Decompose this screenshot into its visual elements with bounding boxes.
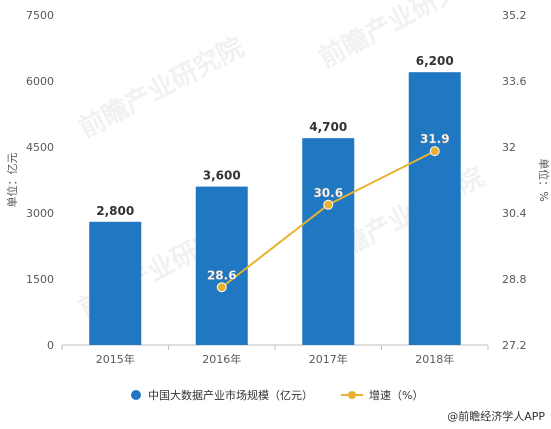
bar-data-label: 2,800 (96, 204, 134, 218)
y-tick-label-left: 6000 (26, 75, 54, 88)
y-axis-title-left: 单位：亿元 (5, 153, 19, 208)
x-tick-label: 2018年 (415, 352, 454, 366)
bar (302, 138, 355, 345)
legend-line-dot (348, 391, 356, 399)
bar-data-label: 6,200 (416, 54, 454, 68)
bar-data-label: 4,700 (309, 120, 347, 134)
line-data-label: 28.6 (207, 268, 237, 282)
y-tick-label-right: 28.8 (502, 273, 527, 286)
y-tick-label-left: 3000 (26, 207, 54, 220)
y-tick-label-left: 7500 (26, 9, 54, 22)
y-tick-label-right: 30.4 (502, 207, 527, 220)
bar (408, 72, 461, 345)
y-tick-label-left: 0 (47, 339, 54, 352)
y-tick-label-right: 35.2 (502, 9, 527, 22)
bar-series: 2,800 3,600 4,700 6,200 (89, 54, 461, 345)
bar (89, 221, 142, 345)
x-tick-label: 2016年 (202, 352, 241, 366)
y-tick-label-right: 33.6 (502, 75, 527, 88)
line-series: 28.6 30.6 31.9 (207, 132, 450, 293)
line-point (216, 282, 227, 293)
x-tick-label: 2015年 (96, 352, 135, 366)
bar-data-label: 3,600 (203, 169, 241, 183)
legend-bar-marker (131, 390, 141, 400)
watermark-text: 前瞻产业研究院 (314, 0, 489, 74)
legend: 中国大数据产业市场规模（亿元） 增速（%） (131, 388, 423, 402)
legend-line-label: 增速（%） (369, 388, 423, 402)
x-tick-label: 2017年 (309, 352, 348, 366)
y-axis-left: 0 1500 3000 4500 6000 7500 (26, 9, 54, 352)
y-tick-label-right: 32 (502, 141, 516, 154)
legend-bar-label: 中国大数据产业市场规模（亿元） (148, 388, 313, 402)
source-credit: @前瞻经济学人APP (447, 409, 545, 423)
line-data-label: 31.9 (420, 132, 450, 146)
line-point (323, 199, 334, 210)
line-point (429, 146, 440, 157)
bar (195, 186, 248, 345)
watermark-text: 前瞻产业研究院 (74, 31, 249, 144)
x-axis: 2015年 2016年 2017年 2018年 (61, 345, 489, 366)
y-axis-right: 27.2 28.8 30.4 32 33.6 35.2 (502, 9, 527, 352)
y-tick-label-left: 1500 (26, 273, 54, 286)
y-tick-label-left: 4500 (26, 141, 54, 154)
y-tick-label-right: 27.2 (502, 339, 527, 352)
y-axis-title-right: 单位：% (537, 158, 551, 201)
line-data-label: 30.6 (313, 186, 343, 200)
